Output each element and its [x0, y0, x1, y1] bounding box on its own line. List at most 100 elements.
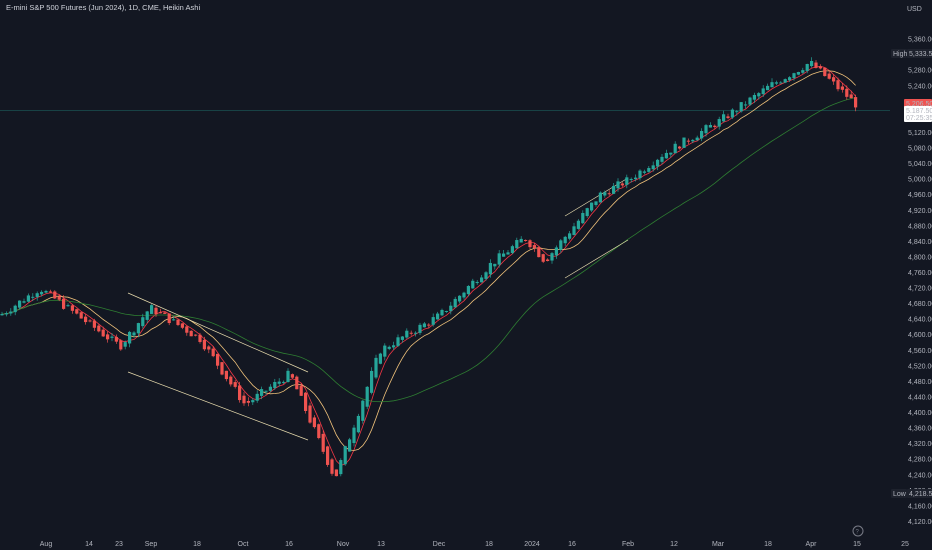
y-tick-label: 4,160.00 — [908, 503, 932, 510]
x-tick-label: 23 — [115, 541, 123, 548]
candle-body — [62, 298, 66, 309]
trendline[interactable] — [564, 239, 629, 279]
candle-body — [317, 424, 321, 439]
candle-body — [233, 382, 237, 387]
candle-body — [550, 253, 554, 261]
candle-body — [462, 292, 466, 298]
y-tick-label: 4,880.00 — [908, 223, 932, 230]
y-tick-label: 4,320.00 — [908, 441, 932, 448]
candle-body — [814, 62, 818, 68]
candle-body — [541, 254, 545, 262]
candle-body — [299, 385, 303, 396]
last-price2-label-bg — [904, 106, 932, 115]
high-tag: High — [893, 51, 908, 58]
svg-text:?: ? — [856, 530, 860, 536]
candle-body — [22, 301, 26, 303]
candle-body — [255, 393, 259, 401]
candle-body — [304, 392, 308, 411]
y-tick-label: 4,920.00 — [908, 208, 932, 215]
candle-body — [634, 177, 638, 180]
candle-body — [546, 259, 550, 262]
candle-body — [444, 311, 448, 313]
last-price-label: 5,206.50 — [906, 101, 932, 108]
candle-body — [370, 370, 374, 393]
candle-body — [334, 469, 338, 477]
candle-body — [282, 381, 286, 383]
candle-body — [361, 400, 365, 421]
y-tick-label: 4,440.00 — [908, 394, 932, 401]
time-axis[interactable]: Aug 14 23 Sep 18 Oct 16 Nov 13 Dec 18 2024 16 Feb 12 Ma… — [40, 541, 909, 548]
low-value-bg — [907, 489, 932, 498]
candle-body — [660, 156, 664, 162]
candle-body — [246, 401, 250, 403]
candle-body — [216, 353, 220, 366]
candle-body — [695, 137, 699, 141]
candle-body — [770, 82, 774, 88]
candle-body — [198, 334, 202, 342]
y-tick-label: 5,120.00 — [908, 130, 932, 137]
trendline[interactable] — [127, 371, 309, 441]
candle-body — [0, 314, 4, 316]
x-tick-label: 18 — [764, 541, 772, 548]
candle-body — [453, 298, 457, 308]
candle-body — [365, 386, 369, 407]
candle-body — [686, 140, 690, 142]
candle-body — [326, 446, 330, 465]
candle-body — [295, 376, 299, 390]
tradingview-logo-icon[interactable]: ? — [852, 525, 864, 537]
candle-body — [339, 460, 343, 475]
candle-body — [475, 281, 479, 284]
candle-body — [537, 247, 541, 258]
candle-body — [840, 86, 844, 90]
candle-body — [141, 317, 145, 327]
y-tick-label: 4,520.00 — [908, 363, 932, 370]
candle-body — [348, 439, 352, 452]
candle-body — [273, 381, 277, 388]
candle-body — [678, 146, 682, 149]
trendline[interactable] — [127, 292, 309, 373]
x-tick-label: 15 — [853, 541, 861, 548]
candle-body — [220, 362, 224, 375]
candle-body — [466, 285, 470, 295]
candle-body — [638, 170, 642, 179]
y-tick-label: 5,240.00 — [908, 83, 932, 90]
candle-body — [242, 395, 246, 404]
countdown-label-bg — [904, 113, 932, 122]
x-tick-label: Feb — [622, 541, 634, 548]
candle-body — [92, 320, 96, 328]
currency-label: USD — [907, 6, 922, 13]
candle-body — [48, 291, 52, 293]
candle-body — [176, 319, 180, 325]
candle-body — [783, 79, 787, 83]
candle-body — [616, 181, 620, 189]
candle-body — [506, 252, 510, 255]
candle-body — [202, 339, 206, 350]
candle-body — [735, 111, 739, 113]
candle-body — [774, 82, 778, 84]
candle-body — [312, 417, 316, 428]
x-tick-label: 2024 — [524, 541, 540, 548]
x-tick-label: Dec — [433, 541, 446, 548]
candle-body — [801, 70, 805, 73]
y-tick-label: 4,680.00 — [908, 301, 932, 308]
candle-body — [286, 370, 290, 382]
y-tick-label: 4,760.00 — [908, 270, 932, 277]
candle-body — [585, 208, 589, 217]
candle-body — [154, 307, 158, 315]
candle-body — [260, 389, 264, 396]
chart-title: E-mini S&P 500 Futures (Jun 2024), 1D, C… — [6, 3, 201, 12]
candle-body — [849, 94, 853, 99]
candle-body — [436, 313, 440, 320]
candle-body — [629, 178, 633, 180]
candle-body — [106, 334, 110, 340]
x-tick-label: Aug — [40, 541, 53, 548]
candle-body — [268, 386, 272, 391]
x-tick-label: 12 — [670, 541, 678, 548]
candle-body — [290, 374, 294, 378]
candle-body — [823, 67, 827, 77]
candle-body — [167, 313, 171, 324]
candle-body — [458, 295, 462, 302]
candle-body — [414, 332, 418, 334]
